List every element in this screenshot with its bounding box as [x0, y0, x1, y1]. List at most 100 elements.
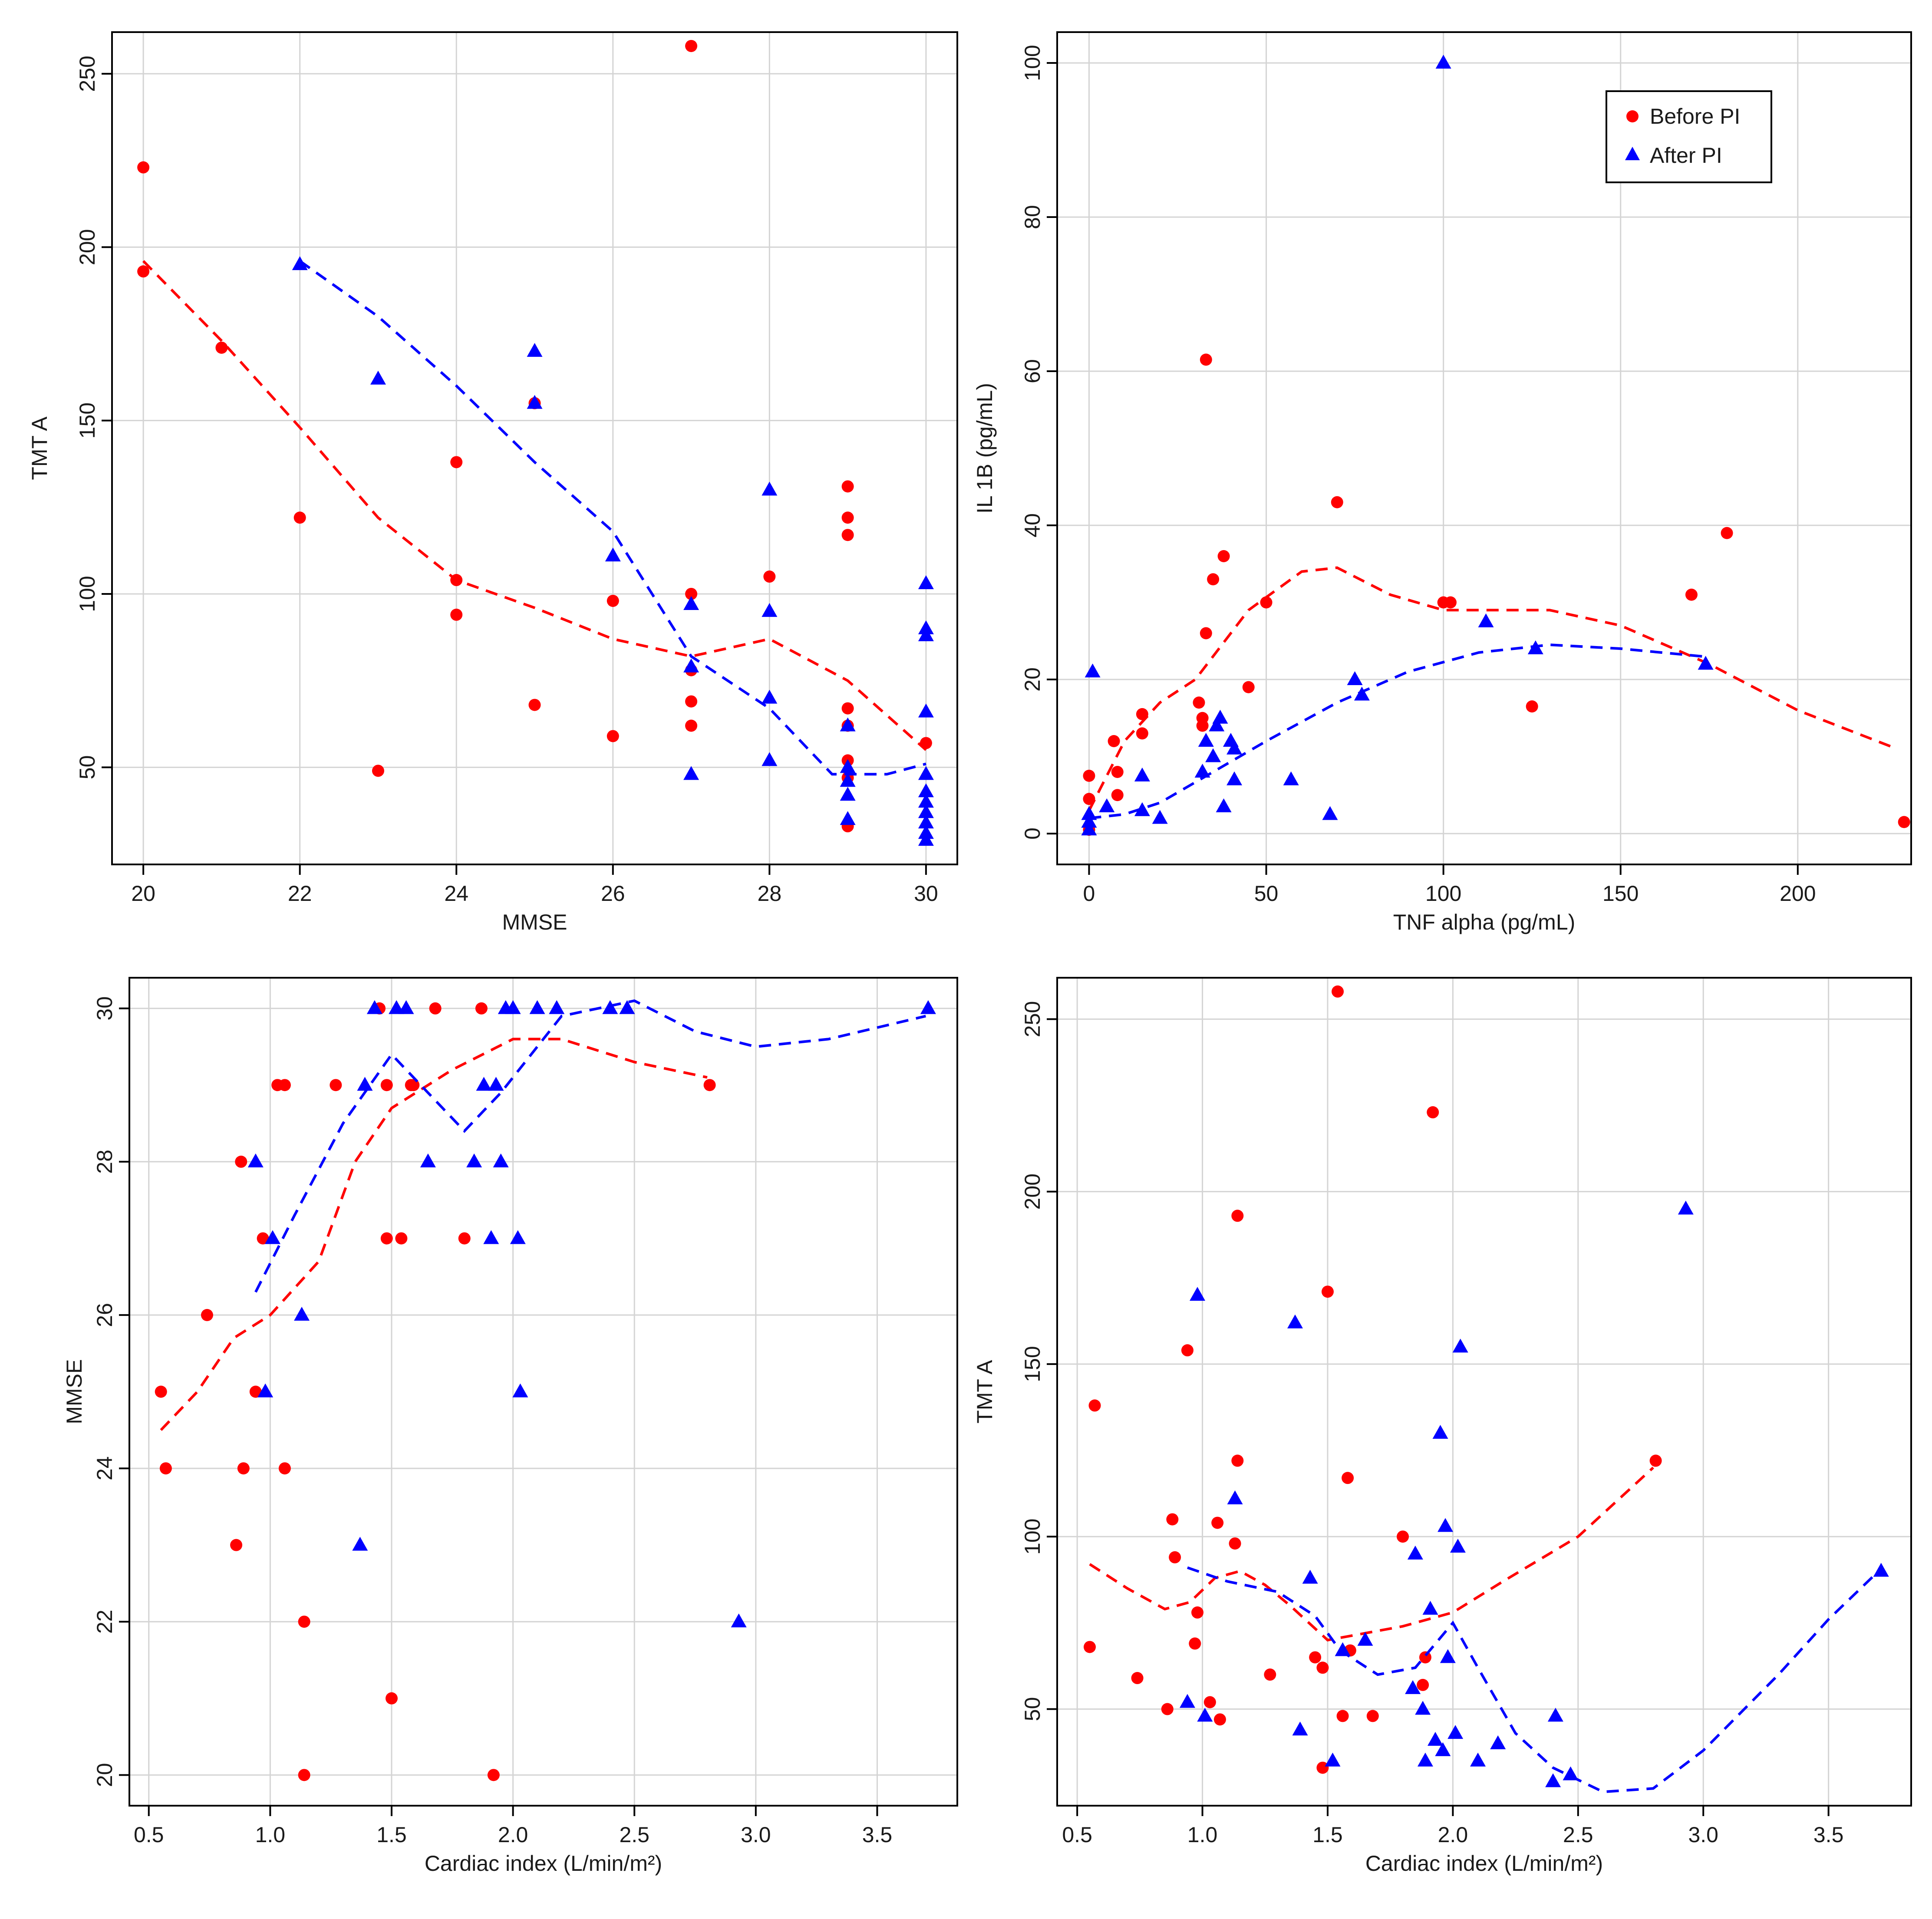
point-before — [841, 511, 854, 524]
legend-before-label: Before PI — [1650, 104, 1740, 129]
trend-line-before — [142, 260, 927, 751]
point-before — [1083, 1641, 1096, 1653]
point-before — [1203, 1696, 1216, 1708]
y-tick-label: 250 — [1020, 1001, 1045, 1037]
point-after — [918, 575, 934, 590]
point-before — [607, 594, 619, 607]
point-after — [762, 603, 778, 617]
point-before — [1196, 719, 1209, 732]
y-tick-label: 28 — [92, 1150, 117, 1174]
point-after — [1873, 1563, 1889, 1577]
point-after — [1405, 1680, 1421, 1694]
point-after — [505, 1000, 521, 1014]
point-before — [1207, 573, 1220, 586]
point-before — [1309, 1651, 1322, 1664]
point-after — [762, 481, 778, 496]
x-tick-label: 0.5 — [1062, 1823, 1092, 1847]
point-after — [1212, 709, 1228, 724]
point-before — [528, 699, 541, 711]
point-before — [1111, 766, 1124, 778]
legend-after-marker — [1625, 147, 1640, 160]
point-after — [294, 1306, 310, 1321]
point-after — [918, 783, 934, 798]
x-tick-label: 3.5 — [1813, 1823, 1844, 1847]
point-after — [1226, 740, 1243, 755]
point-before — [920, 737, 932, 749]
panel-0-frame — [111, 31, 958, 865]
y-tick-label: 150 — [1020, 1346, 1045, 1382]
y-tick-label: 80 — [1020, 205, 1045, 229]
point-after — [1179, 1694, 1195, 1708]
x-tick-label: 24 — [444, 881, 468, 906]
panel-1-ylabel: IL 1B (pg/mL) — [973, 383, 997, 514]
point-after — [602, 1000, 618, 1014]
point-before — [1083, 769, 1095, 782]
point-before — [1193, 696, 1205, 709]
point-after — [466, 1153, 482, 1167]
point-after — [488, 1077, 504, 1091]
point-before — [763, 570, 776, 583]
point-after — [920, 1000, 936, 1014]
point-after — [918, 766, 934, 780]
panel-2-xlabel: Cardiac index (L/min/m²) — [425, 1851, 662, 1876]
panel-3-grid — [1057, 978, 1911, 1806]
trend-line-after — [299, 260, 926, 776]
panel-tmt-vs-cardiac-index: 0.5 1.0 1.5 2.0 2.5 3.0 3.5 50 100 150 200 250 Cardi… — [973, 977, 1912, 1876]
point-after — [918, 804, 934, 818]
point-before — [257, 1232, 269, 1245]
point-after — [1216, 798, 1232, 812]
point-before — [249, 1385, 262, 1398]
point-after — [1335, 1642, 1351, 1656]
point-after — [918, 832, 934, 846]
point-after — [1527, 640, 1543, 654]
point-before — [298, 1616, 310, 1628]
y-tick-label: 100 — [1020, 45, 1045, 81]
x-tick-label: 0 — [1083, 881, 1095, 906]
point-after — [762, 689, 778, 704]
point-after — [1545, 1773, 1561, 1787]
point-after — [527, 395, 543, 409]
point-after — [605, 547, 621, 562]
point-after — [247, 1153, 264, 1167]
point-before — [1213, 1713, 1226, 1726]
panel-1-grid — [1057, 32, 1911, 864]
point-after — [1452, 1339, 1468, 1353]
point-before — [1336, 1710, 1349, 1722]
point-before — [395, 1232, 408, 1245]
point-after — [1283, 771, 1299, 785]
trend-line-after — [1187, 1566, 1880, 1794]
point-before — [1419, 1651, 1431, 1664]
point-after — [529, 1000, 545, 1014]
y-tick-label: 100 — [1020, 1519, 1045, 1555]
point-after — [1198, 733, 1214, 747]
point-before — [1200, 353, 1212, 366]
point-after — [1194, 764, 1210, 778]
point-before — [1189, 1637, 1201, 1650]
point-after — [1547, 1708, 1563, 1722]
point-before — [1898, 816, 1910, 828]
y-tick-label: 60 — [1020, 359, 1045, 383]
y-tick-label: 200 — [75, 229, 99, 265]
point-before — [1088, 1399, 1101, 1412]
point-before — [841, 702, 854, 715]
x-tick-label: 0.5 — [134, 1823, 164, 1847]
x-tick-label: 1.5 — [1312, 1823, 1343, 1847]
point-after — [840, 717, 856, 732]
point-before — [685, 695, 698, 708]
panel-1-xlabel: TNF alpha (pg/mL) — [1393, 910, 1576, 934]
point-before — [1332, 985, 1344, 998]
y-tick-label: 200 — [1020, 1174, 1045, 1210]
point-after — [352, 1537, 368, 1551]
series-after-pi — [1081, 55, 1714, 836]
legend-box — [1606, 90, 1772, 183]
legend-before-marker — [1626, 110, 1639, 122]
point-after — [1428, 1732, 1444, 1746]
y-tick-label: 50 — [1020, 1697, 1045, 1721]
point-before — [159, 1462, 172, 1475]
point-after — [1563, 1766, 1579, 1781]
x-tick-label: 2.5 — [619, 1823, 649, 1847]
point-after — [1197, 1708, 1213, 1722]
panel-tmt-vs-mmse: 20 22 24 26 28 30 50 100 150 200 250 MMSE TMT A — [27, 31, 958, 934]
